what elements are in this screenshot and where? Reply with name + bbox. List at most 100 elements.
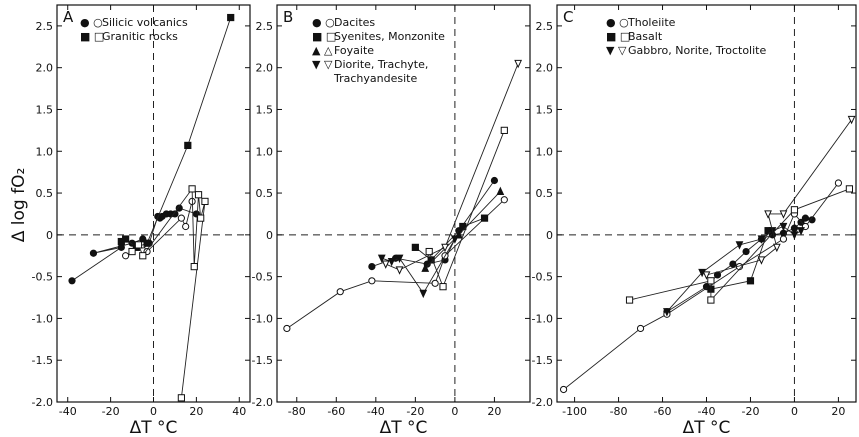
x-tick-label: 20 [189, 405, 203, 418]
data-point [500, 196, 508, 204]
series-line [286, 199, 505, 329]
x-tick-label: 20 [831, 405, 845, 418]
data-point [419, 289, 428, 299]
legend-label: Basalt [628, 30, 663, 43]
legend-label: Granitic rocks [102, 30, 178, 43]
y-tick-label: -0.5 [252, 271, 273, 284]
data-point [188, 185, 196, 193]
data-point [636, 324, 645, 333]
y-tick-label: 2.5 [536, 20, 554, 33]
y-tick-label: 1.0 [536, 145, 554, 158]
data-point [139, 252, 147, 260]
legend-symbol: ■ □ [312, 30, 336, 43]
x-axis-label: ΔT °C [130, 418, 178, 437]
x-tick-label: -40 [59, 405, 77, 418]
series-line [131, 187, 206, 398]
data-point [702, 271, 711, 280]
y-tick-label: 2.5 [36, 20, 54, 33]
y-tick-label: 0 [266, 229, 273, 242]
data-point [175, 204, 183, 212]
panel-c: -2.0 -1.5 -1.0 -0.5 0 0.5 1.0 1.5 2.0 2.5 -100 -80 -… [532, 4, 857, 437]
legend-label: Trachyandesite [333, 72, 417, 85]
x-tick-label: -80 [288, 405, 306, 418]
legend-label: Syenites, Monzonite [334, 30, 445, 43]
legend-symbol: ▼ ▽ [606, 44, 627, 57]
data-point [171, 210, 179, 218]
x-tick-label: -40 [367, 405, 385, 418]
series-line [706, 119, 852, 276]
x-axis-label: ΔT °C [683, 418, 731, 437]
data-point [201, 197, 209, 206]
legend-symbol: ■ □ [80, 30, 104, 43]
data-point [128, 247, 136, 256]
y-tick-label: -2.0 [532, 396, 553, 409]
legend-label: Foyaite [334, 44, 374, 57]
legend-label: Diorite, Trachyte, [334, 58, 428, 71]
x-tick-label: -60 [327, 405, 345, 418]
y-tick-label: 2.0 [536, 62, 554, 75]
y-tick-label: -1.5 [252, 354, 273, 367]
y-tick-label: -1.0 [32, 312, 53, 325]
data-point [790, 206, 799, 214]
series-line [385, 63, 519, 271]
y-tick-label: 1.0 [256, 145, 274, 158]
x-tick-label: -20 [741, 405, 759, 418]
data-point [847, 115, 856, 125]
x-tick-label: -100 [562, 405, 587, 418]
data-point [779, 222, 788, 232]
data-point [707, 296, 715, 304]
data-point [496, 186, 505, 195]
data-point [117, 243, 125, 251]
data-point [143, 239, 151, 247]
data-point [790, 224, 799, 232]
data-point [742, 247, 750, 256]
y-tick-label: -2.0 [252, 396, 273, 409]
x-tick-label: 0 [791, 405, 798, 418]
data-point [779, 210, 788, 219]
legend-symbol: ● ○ [606, 16, 629, 29]
data-point [425, 247, 433, 256]
data-point [122, 235, 130, 243]
data-point [395, 254, 404, 264]
y-axis-label: Δ log fO₂ [9, 168, 29, 243]
legend-symbol: ● ○ [312, 16, 335, 29]
y-tick-label: -1.5 [532, 354, 553, 367]
legend-label: Gabbro, Norite, Troctolite [628, 44, 766, 57]
data-point [808, 216, 816, 224]
data-point [431, 279, 439, 287]
panel-label: B [283, 8, 293, 26]
plot-frame [276, 4, 531, 403]
data-point [336, 288, 344, 296]
data-point [459, 222, 467, 231]
y-tick-label: 1.0 [36, 145, 54, 158]
y-tick-label: 1.5 [36, 103, 54, 116]
data-point [845, 185, 854, 193]
x-axis-label: ΔT °C [380, 418, 428, 437]
data-point [184, 141, 192, 150]
y-tick-label: 0 [546, 229, 553, 242]
data-point [421, 263, 430, 272]
data-point [227, 13, 235, 22]
data-point [559, 385, 568, 394]
legend-symbol: ▲ △ [312, 44, 333, 57]
data-point [797, 227, 805, 236]
data-point [182, 222, 190, 231]
y-tick-label: -1.5 [32, 354, 53, 367]
data-point [411, 243, 419, 251]
data-point [134, 241, 143, 249]
data-point [480, 214, 489, 222]
y-tick-label: -0.5 [32, 271, 53, 284]
data-point [190, 263, 198, 271]
y-tick-label: 0.5 [36, 187, 54, 200]
legend-symbol: ■ □ [606, 30, 630, 43]
data-point [772, 243, 781, 253]
data-point [707, 277, 715, 285]
x-tick-label: -40 [698, 405, 716, 418]
data-point [194, 191, 203, 199]
y-tick-label: -2.0 [32, 396, 53, 409]
legend-symbol: ● ○ [80, 16, 103, 29]
data-point [746, 277, 755, 285]
panel-label: C [563, 8, 573, 26]
data-point [122, 252, 130, 260]
